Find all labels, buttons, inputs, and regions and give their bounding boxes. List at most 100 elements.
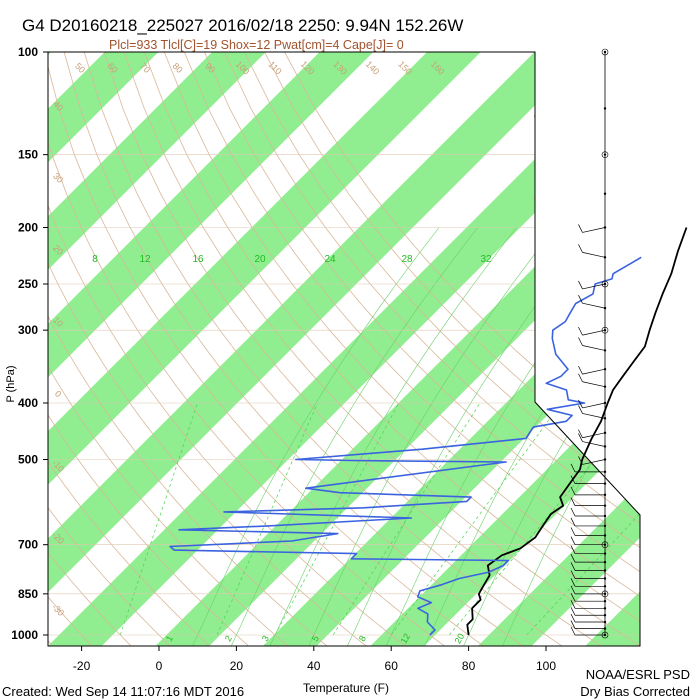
- y-tick-label: 1000: [11, 628, 38, 642]
- x-tick-label: -20: [73, 659, 91, 673]
- wind-barb-flag: [570, 545, 576, 554]
- plot-clip-group: 50 60 70 80 90 100 110 120 130 140 150 160403020100…: [0, 52, 640, 647]
- calm-circle: [601, 48, 609, 56]
- wind-barb-flag: [570, 585, 576, 595]
- dry-adiabat: [163, 52, 640, 646]
- dry-adiabat: [0, 52, 15, 647]
- dry-adiabat: [83, 52, 565, 646]
- calm-circle: [601, 280, 609, 288]
- x-tick-label: 20: [230, 659, 244, 673]
- wind-barb-flag: [578, 456, 583, 465]
- calm-circle: [601, 326, 609, 334]
- wind-barb: [582, 368, 606, 375]
- dry-adiabat: [48, 52, 408, 646]
- y-tick-label: 500: [18, 452, 38, 466]
- y-tick-label: 150: [18, 148, 38, 162]
- wind-barb-flag: [578, 365, 583, 375]
- wind-barb-flag: [578, 224, 583, 233]
- calm-circle: [601, 541, 609, 548]
- mixing-ratio-label: 28: [401, 254, 413, 265]
- wind-barb-flag: [570, 626, 576, 636]
- calm-circle: [601, 631, 609, 639]
- wind-barb-flag: [578, 405, 583, 414]
- wind-barb-flag: [570, 507, 576, 517]
- wind-barb: [582, 283, 606, 290]
- org-label: NOAA/ESRL PSD: [586, 667, 690, 682]
- y-tick-label: 400: [18, 396, 38, 410]
- moist-adiabat: [346, 227, 595, 646]
- wind-barb-flag: [570, 475, 576, 484]
- dry-adiabat: [48, 52, 369, 646]
- moist-adiabat: [191, 227, 440, 646]
- green-band: [48, 52, 589, 646]
- wind-barb-flag: [570, 578, 576, 587]
- isotherm-label: 0: [53, 389, 64, 400]
- wind-barb-flag: [578, 326, 583, 336]
- wind-barb-flag: [570, 517, 576, 527]
- isotherm-label: 30: [530, 104, 551, 125]
- barb-point: [603, 431, 607, 435]
- wind-barb-flag: [578, 295, 583, 304]
- wind-barb: [582, 345, 606, 351]
- wind-barb: [582, 252, 606, 258]
- dry-adiabat: [48, 52, 212, 646]
- wind-barb: [582, 402, 606, 409]
- isotherm-label: 30: [618, 476, 639, 497]
- wind-barb-flag: [578, 429, 583, 438]
- wind-barb-flag: [570, 613, 576, 623]
- wind-barb-flag: [570, 620, 576, 629]
- barb-point: [603, 192, 607, 195]
- wind-barb: [582, 381, 606, 388]
- temperature-profile: [466, 227, 688, 636]
- y-tick-label: 850: [18, 587, 38, 601]
- wind-barb-flag: [570, 600, 576, 609]
- mixing-ratio-label: 8: [92, 254, 98, 265]
- wind-barb-flag: [570, 497, 576, 506]
- dry-adiabat: [48, 52, 251, 646]
- wind-barb: [582, 413, 606, 419]
- wind-barb-flag: [570, 570, 576, 579]
- calm-circle: [601, 590, 609, 598]
- mixing-ratio-label: 2: [223, 634, 234, 643]
- dry-adiabat: [48, 52, 447, 646]
- mixing-ratio-line: [274, 402, 400, 636]
- mixing-ratio-label: 24: [324, 254, 336, 265]
- wind-barb-flag: [578, 399, 583, 409]
- mixing-ratio-label: 12: [399, 632, 413, 646]
- mixing-ratio-label: 1: [164, 634, 175, 643]
- mixing-ratio-label: 3: [260, 634, 271, 643]
- wind-barb-flag: [578, 244, 583, 253]
- wind-barb-flag: [578, 337, 583, 346]
- wind-barb: [582, 432, 606, 439]
- dry-adiabat: [48, 52, 290, 646]
- x-tick-label: 60: [385, 659, 399, 673]
- x-axis-label: Temperature (F): [303, 681, 389, 695]
- wind-barb-flag: [570, 554, 576, 563]
- y-tick-label: 300: [18, 323, 38, 337]
- dry-adiabat: [48, 52, 172, 646]
- green-band: [155, 52, 640, 646]
- moist-adiabat: [501, 227, 640, 646]
- mixing-ratio-label: 32: [480, 254, 492, 265]
- green-band: [48, 52, 51, 646]
- dry-adiabat: [48, 52, 55, 646]
- wind-barb-flag: [578, 433, 583, 442]
- wind-barb-column: [570, 48, 609, 639]
- isotherm-label: 140: [364, 59, 382, 77]
- y-tick-label: 250: [18, 277, 38, 291]
- wind-barb: [582, 227, 606, 233]
- wind-barb-flag: [570, 536, 576, 545]
- mixing-ratio-label: 12: [139, 254, 151, 265]
- wind-barb: [582, 302, 606, 309]
- wind-barb-flag: [570, 593, 576, 602]
- x-tick-label: 80: [462, 659, 476, 673]
- mixing-ratio-line: [526, 402, 640, 636]
- green-band: [370, 52, 640, 646]
- green-band: [48, 52, 640, 646]
- green-band: [48, 52, 481, 646]
- dry-adiabat: [48, 52, 486, 646]
- wind-barb-flag: [570, 527, 576, 536]
- wind-barb-flag: [578, 373, 583, 382]
- dry-adiabat: [284, 52, 640, 646]
